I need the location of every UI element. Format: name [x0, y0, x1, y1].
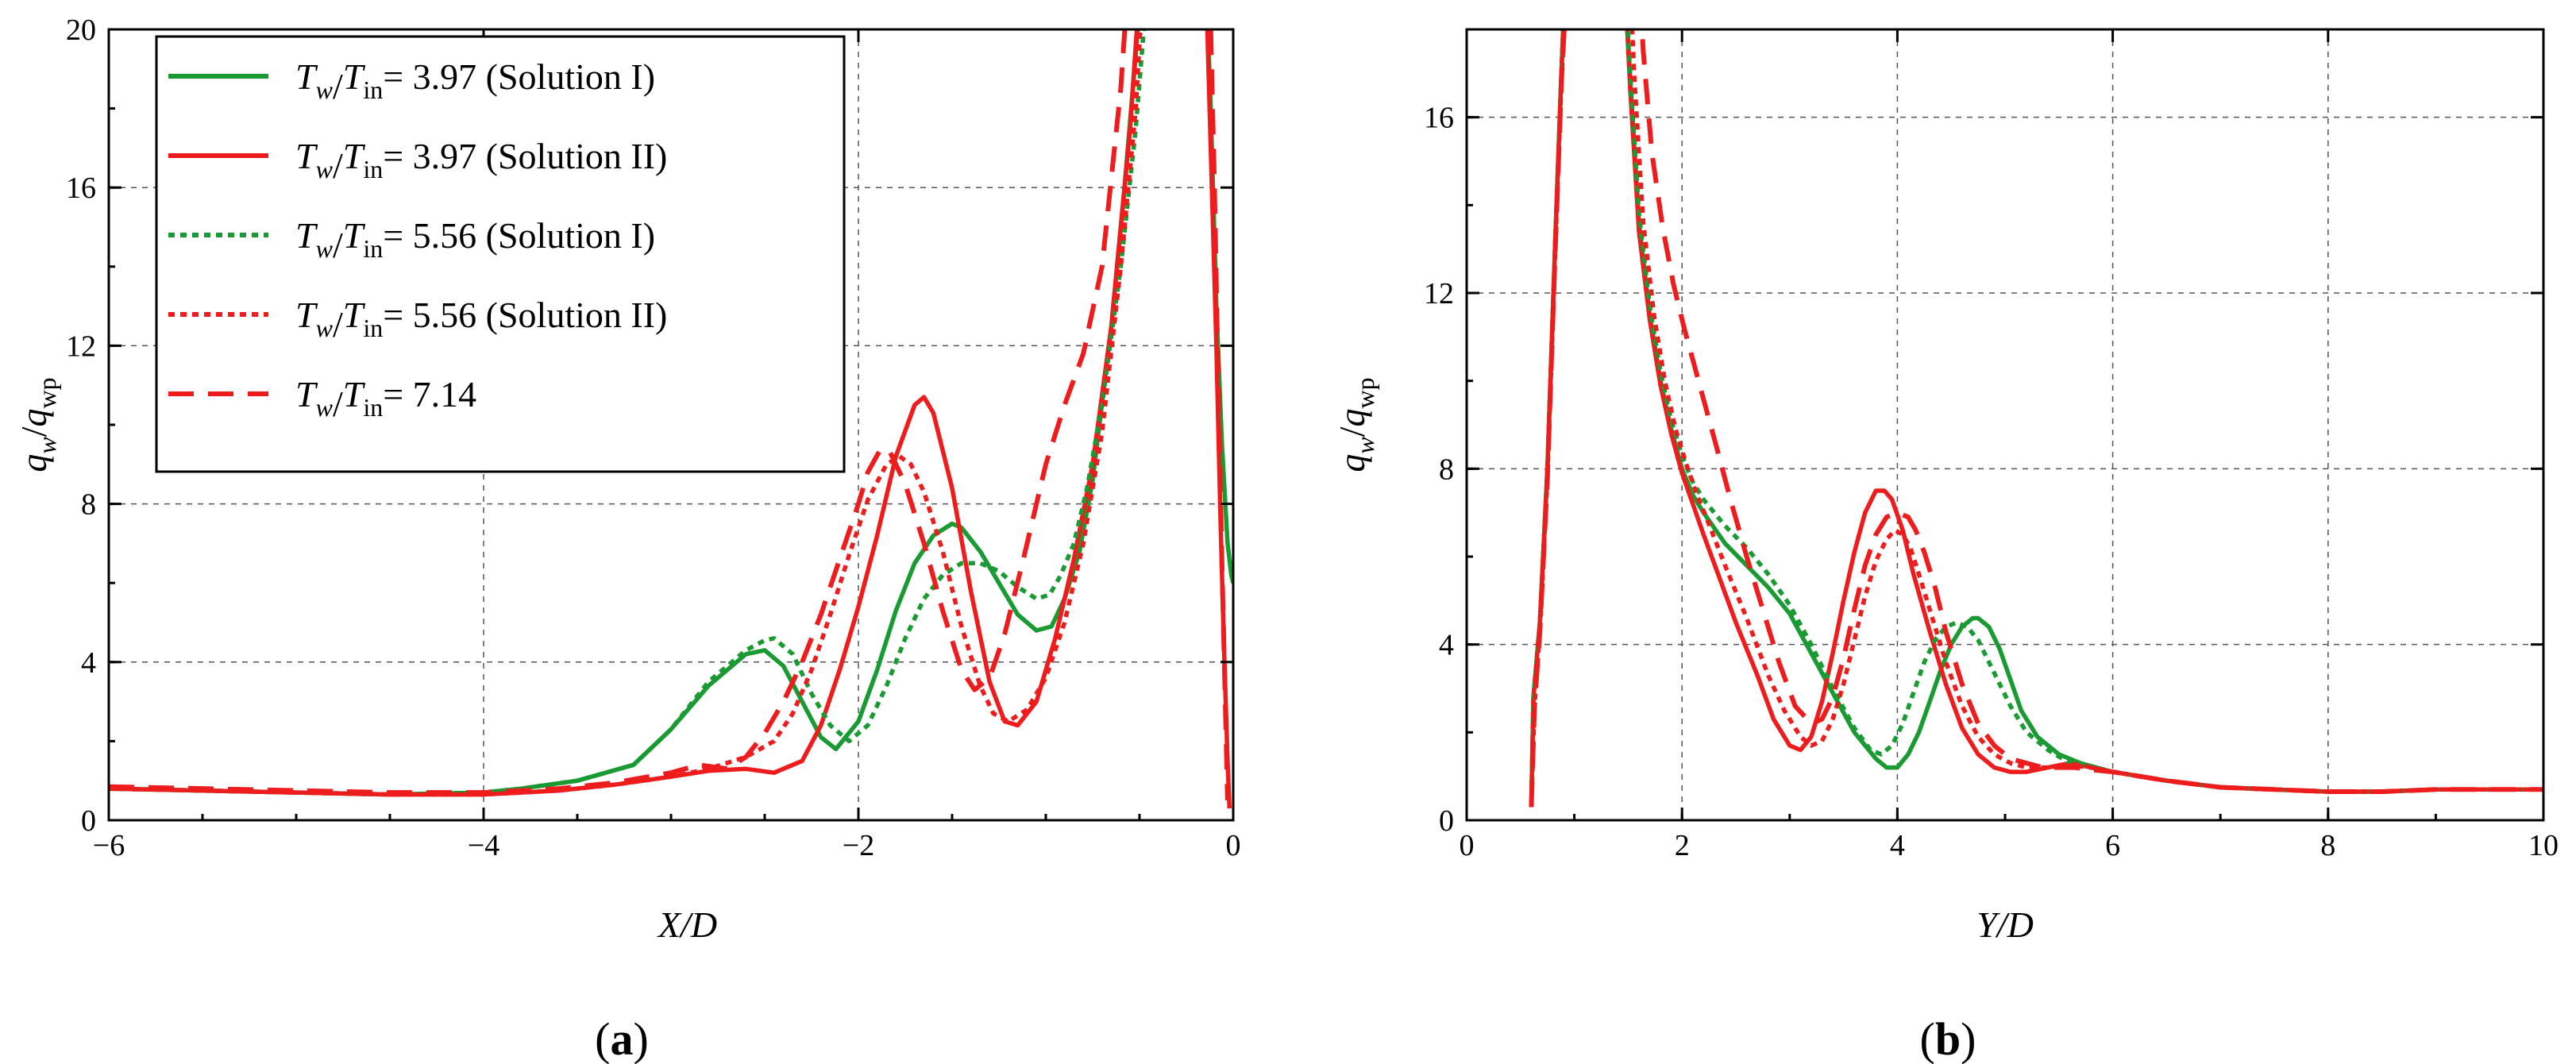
- x-tick-label: 10: [2528, 829, 2559, 862]
- series-line-a-7: [1208, 29, 1230, 801]
- y-tick-label: 0: [1439, 804, 1454, 838]
- x-tick-label: −2: [843, 829, 874, 862]
- plot-frame-b: [1465, 28, 2545, 822]
- y-tick-label: 4: [1439, 629, 1454, 662]
- y-axis-label-a: qw/qwp: [13, 377, 61, 472]
- x-tick-label: 0: [1226, 829, 1241, 862]
- legend-label: Tw/Tin= 3.97 (Solution I): [295, 56, 655, 106]
- series-line-b-2: [1529, 29, 2543, 808]
- y-tick-label: 8: [81, 488, 96, 522]
- ylabel-q: q: [13, 454, 54, 472]
- grid-a: [109, 29, 1233, 820]
- legend-label: Tw/Tin= 7.14: [295, 374, 476, 424]
- series-line-b-0: [1529, 29, 2543, 808]
- series-line-a-4: [109, 29, 1128, 796]
- legend-box: [155, 35, 846, 473]
- chart-panel-a: −6 −4 −2 0 0 4 8 12 16 20 Tw/Tin= 3.97 (Solution …: [13, 13, 1241, 1064]
- x-tick-label: −6: [93, 829, 125, 862]
- series-line-b-3: [1529, 29, 2543, 808]
- ylabel-wp: wp: [33, 377, 61, 408]
- series-group-b: [1529, 29, 2543, 808]
- x-axis-label-b: Y/D: [1976, 904, 2034, 945]
- chart-panel-b: 0 2 4 6 8 10 0 4 8 12 16 qw/qwp Y/D (b): [1332, 28, 2559, 1064]
- legend-label: Tw/Tin= 5.56 (Solution I): [295, 215, 655, 265]
- panel-label-b: (b): [1920, 1013, 1976, 1064]
- legend-label: Tw/Tin= 5.56 (Solution II): [295, 295, 667, 345]
- series-line-b-4: [1529, 29, 2543, 808]
- series-line-a-0: [109, 29, 1140, 797]
- x-tick-label: 2: [1675, 829, 1690, 862]
- x-tick-label: 6: [2105, 829, 2120, 862]
- panel-label-a: (a): [595, 1013, 649, 1064]
- y-tick-label: 8: [1439, 453, 1454, 486]
- y-tick-label: 16: [1424, 102, 1454, 135]
- x-tick-label: 4: [1890, 829, 1905, 862]
- y-tick-label: 12: [1424, 277, 1454, 310]
- y-tick-label: 12: [66, 330, 96, 363]
- x-tick-label: 8: [2320, 829, 2335, 862]
- legend: Tw/Tin= 3.97 (Solution I) Tw/Tin= 3.97 (S…: [155, 35, 846, 473]
- ylabel-w: w: [33, 437, 61, 454]
- x-axis-label-a: X/D: [657, 904, 717, 945]
- series-group-a: [109, 29, 1233, 809]
- y-tick-label: 16: [66, 172, 96, 205]
- axis-ticks-a: −6 −4 −2 0 0 4 8 12 16 20: [66, 13, 1241, 862]
- axis-ticks-b: 0 2 4 6 8 10 0 4 8 12 16: [1424, 28, 2559, 862]
- grid-b: [1467, 29, 2543, 820]
- x-tick-label: 0: [1460, 829, 1475, 862]
- y-tick-label: 0: [81, 804, 96, 838]
- ylabel-q2: q: [13, 408, 54, 426]
- x-tick-label: −4: [468, 829, 499, 862]
- ylabel-slash: /: [13, 426, 54, 437]
- svg-text:qw/qwp: qw/qwp: [13, 377, 61, 472]
- svg-text:qw/qwp: qw/qwp: [1332, 377, 1379, 472]
- y-axis-label-b: qw/qwp: [1332, 377, 1379, 472]
- series-line-b-1: [1529, 29, 2543, 808]
- y-tick-label: 20: [66, 13, 96, 47]
- series-line-a-2: [109, 29, 1147, 797]
- legend-label: Tw/Tin= 3.97 (Solution II): [295, 136, 667, 186]
- y-tick-label: 4: [81, 646, 96, 680]
